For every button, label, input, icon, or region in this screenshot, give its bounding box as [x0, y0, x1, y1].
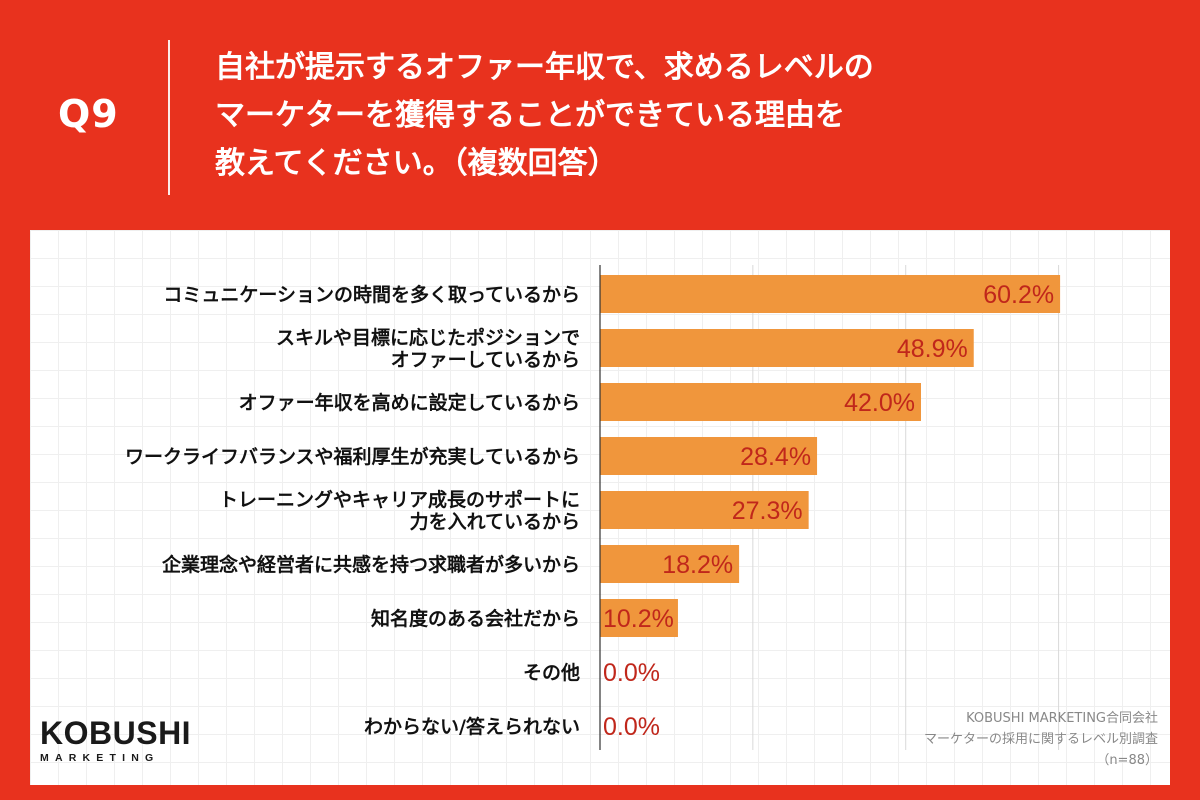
category-label: コミュニケーションの時間を多く取っているから [163, 283, 580, 306]
category-label: 企業理念や経営者に共感を持つ求職者が多いから [161, 553, 580, 576]
data-label: 48.9% [897, 335, 968, 363]
bar [600, 329, 974, 367]
category-label: オファー年収を高めに設定しているから [239, 391, 580, 414]
question-number: Q9 [58, 92, 119, 136]
data-label: 0.0% [603, 659, 660, 687]
question-title-line: 自社が提示するオファー年収で、求めるレベルの [215, 50, 874, 85]
category-label: その他 [523, 661, 580, 684]
category-label: 知名度のある会社だから [371, 607, 580, 630]
question-title: 自社が提示するオファー年収で、求めるレベルの マーケターを獲得することができてい… [215, 44, 1175, 188]
credit-company: KOBUSHI MARKETING合同会社 [966, 711, 1158, 726]
logo-wordmark: KOBUSHI [40, 715, 192, 751]
question-title-line: 教えてください。（複数回答） [215, 146, 618, 181]
kobushi-logo: KOBUSHI MARKETING [40, 716, 191, 764]
header: Q9 自社が提示するオファー年収で、求めるレベルの マーケターを獲得することがで… [0, 0, 1200, 230]
credit-sample-size: （n=88） [1096, 753, 1158, 768]
chart-panel: 60.2% コミュニケーションの時間を多く取っているから 48.9% スキルや目標に応… [30, 230, 1170, 785]
question-title-line: マーケターを獲得することができている理由を [215, 98, 845, 133]
credit-survey-name: マーケターの採用に関するレベル別調査 [923, 732, 1158, 747]
category-label: わからない/答えられない [364, 715, 580, 738]
data-label: 10.2% [603, 605, 674, 633]
data-label: 60.2% [983, 281, 1054, 309]
bar [600, 437, 818, 475]
category-label: トレーニングやキャリア成長のサポートに力を入れているから [219, 488, 580, 533]
bar [600, 599, 678, 637]
bar-chart: 60.2% コミュニケーションの時間を多く取っているから 48.9% スキルや目標に応… [125, 265, 1061, 750]
data-label: 28.4% [740, 443, 811, 471]
category-label: ワークライフバランスや福利厚生が充実しているから [125, 445, 580, 468]
survey-credit: KOBUSHI MARKETING合同会社 マーケターの採用に関するレベル別調査… [924, 708, 1158, 771]
data-label: 27.3% [732, 497, 803, 525]
data-label: 18.2% [662, 551, 733, 579]
bar [600, 491, 809, 529]
data-label: 42.0% [844, 389, 915, 417]
bar [600, 545, 740, 583]
category-label: スキルや目標に応じたポジションでオファーしているから [276, 326, 580, 371]
logo-subtitle: MARKETING [40, 752, 160, 764]
header-divider [168, 40, 170, 195]
data-label: 0.0% [603, 713, 660, 741]
bar [600, 383, 921, 421]
bar [600, 275, 1061, 313]
